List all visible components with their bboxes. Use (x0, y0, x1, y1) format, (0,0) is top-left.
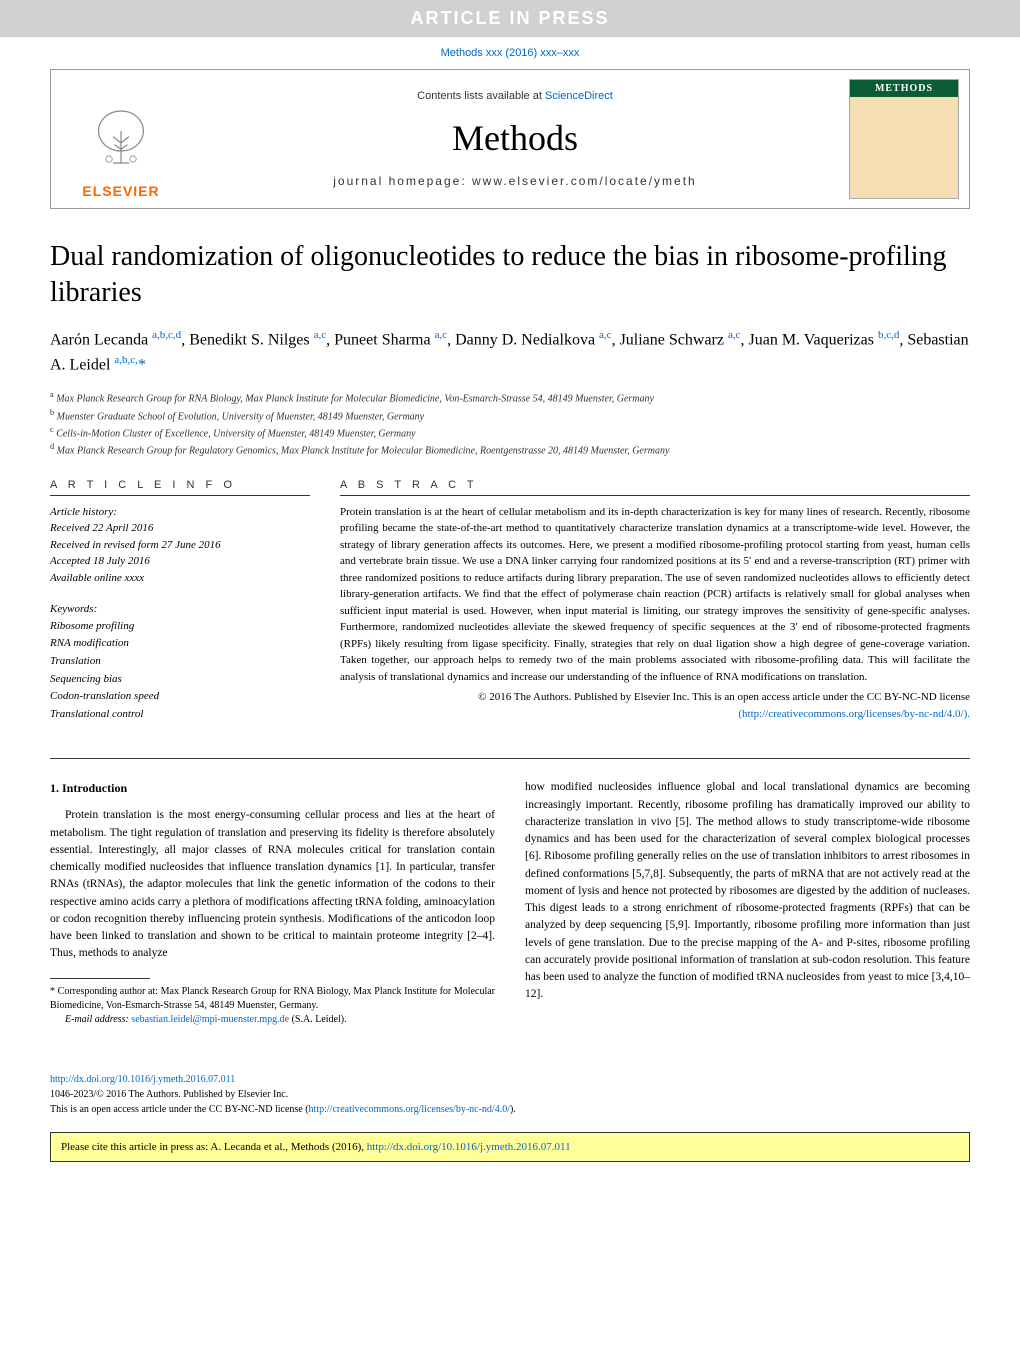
affiliation-line: d Max Planck Research Group for Regulato… (50, 441, 970, 458)
contents-prefix: Contents lists available at (417, 90, 545, 102)
history-online: Available online xxxx (50, 570, 310, 587)
cite-doi-link[interactable]: http://dx.doi.org/10.1016/j.ymeth.2016.0… (367, 1141, 571, 1153)
elsevier-tree-icon (81, 103, 161, 183)
email-footnote: E-mail address: sebastian.leidel@mpi-mue… (50, 1013, 495, 1027)
citation-link[interactable]: Methods xxx (2016) xxx–xxx (441, 47, 580, 59)
cite-article-footer: Please cite this article in press as: A.… (50, 1132, 970, 1162)
email-link[interactable]: sebastian.leidel@mpi-muenster.mpg.de (131, 1014, 289, 1025)
license-link[interactable]: (http://creativecommons.org/licenses/by-… (738, 708, 970, 720)
keyword-item: Translation (50, 653, 310, 671)
license-close: ). (510, 1104, 516, 1115)
doi-block: http://dx.doi.org/10.1016/j.ymeth.2016.0… (0, 1072, 1020, 1117)
body-column-left: 1. Introduction Protein translation is t… (50, 779, 495, 1026)
main-content: Dual randomization of oligonucleotides t… (0, 209, 1020, 1057)
body-column-right: how modified nucleosides influence globa… (525, 779, 970, 1026)
sciencedirect-link[interactable]: ScienceDirect (545, 90, 613, 102)
elsevier-logo: ELSEVIER (61, 79, 181, 199)
keyword-item: RNA modification (50, 635, 310, 653)
keywords-block: Keywords: Ribosome profilingRNA modifica… (50, 601, 310, 723)
journal-header: ELSEVIER Contents lists available at Sci… (50, 69, 970, 209)
affiliation-line: b Muenster Graduate School of Evolution,… (50, 407, 970, 424)
article-title: Dual randomization of oligonucleotides t… (50, 239, 970, 312)
history-revised: Received in revised form 27 June 2016 (50, 537, 310, 554)
affiliation-line: a Max Planck Research Group for RNA Biol… (50, 389, 970, 406)
footnote-rule (50, 978, 150, 979)
article-info-label: A R T I C L E I N F O (50, 479, 310, 491)
citation-header: Methods xxx (2016) xxx–xxx (0, 37, 1020, 69)
abstract-copyright: © 2016 The Authors. Published by Elsevie… (340, 689, 970, 722)
journal-cover-thumbnail: METHODS (849, 79, 959, 199)
authors-line: Aarón Lecanda a,b,c,d, Benedikt S. Nilge… (50, 327, 970, 378)
info-abstract-row: A R T I C L E I N F O Article history: R… (50, 479, 970, 739)
cover-label: METHODS (850, 80, 958, 97)
homepage-url[interactable]: www.elsevier.com/locate/ymeth (472, 174, 697, 188)
keywords-list: Ribosome profilingRNA modificationTransl… (50, 618, 310, 724)
homepage-line: journal homepage: www.elsevier.com/locat… (191, 174, 839, 188)
copyright-text: © 2016 The Authors. Published by Elsevie… (478, 691, 970, 703)
keyword-item: Sequencing bias (50, 671, 310, 689)
elsevier-label: ELSEVIER (82, 183, 159, 199)
corresponding-author-footnote: * Corresponding author at: Max Planck Re… (50, 985, 495, 1013)
cc-license-link[interactable]: http://creativecommons.org/licenses/by-n… (309, 1104, 510, 1115)
info-rule (50, 495, 310, 496)
doi-link[interactable]: http://dx.doi.org/10.1016/j.ymeth.2016.0… (50, 1074, 235, 1085)
email-label: E-mail address: (65, 1014, 131, 1025)
intro-paragraph-1: Protein translation is the most energy-c… (50, 807, 495, 962)
affiliation-line: c Cells-in-Motion Cluster of Excellence,… (50, 424, 970, 441)
article-info-column: A R T I C L E I N F O Article history: R… (50, 479, 310, 739)
keyword-item: Translational control (50, 706, 310, 724)
history-label: Article history: (50, 504, 310, 521)
history-received: Received 22 April 2016 (50, 520, 310, 537)
email-suffix: (S.A. Leidel). (289, 1014, 347, 1025)
abstract-text: Protein translation is at the heart of c… (340, 504, 970, 723)
homepage-prefix: journal homepage: (333, 174, 472, 188)
intro-paragraph-2: how modified nucleosides influence globa… (525, 779, 970, 1003)
article-history: Article history: Received 22 April 2016 … (50, 504, 310, 587)
journal-name: Methods (191, 117, 839, 159)
keyword-item: Codon-translation speed (50, 688, 310, 706)
license-line: This is an open access article under the… (50, 1104, 309, 1115)
abstract-body: Protein translation is at the heart of c… (340, 506, 970, 683)
issn-line: 1046-2023/© 2016 The Authors. Published … (50, 1089, 288, 1100)
body-columns: 1. Introduction Protein translation is t… (50, 779, 970, 1026)
corresponding-text: * Corresponding author at: Max Planck Re… (50, 986, 495, 1011)
journal-center: Contents lists available at ScienceDirec… (191, 90, 839, 188)
introduction-heading: 1. Introduction (50, 779, 495, 797)
keywords-label: Keywords: (50, 601, 310, 618)
history-accepted: Accepted 18 July 2016 (50, 553, 310, 570)
abstract-label: A B S T R A C T (340, 479, 970, 491)
cite-prefix: Please cite this article in press as: A.… (61, 1141, 367, 1153)
section-divider (50, 758, 970, 759)
affiliations: a Max Planck Research Group for RNA Biol… (50, 389, 970, 458)
abstract-rule (340, 495, 970, 496)
contents-available-line: Contents lists available at ScienceDirec… (191, 90, 839, 102)
article-in-press-banner: ARTICLE IN PRESS (0, 0, 1020, 37)
abstract-column: A B S T R A C T Protein translation is a… (340, 479, 970, 739)
keyword-item: Ribosome profiling (50, 618, 310, 636)
